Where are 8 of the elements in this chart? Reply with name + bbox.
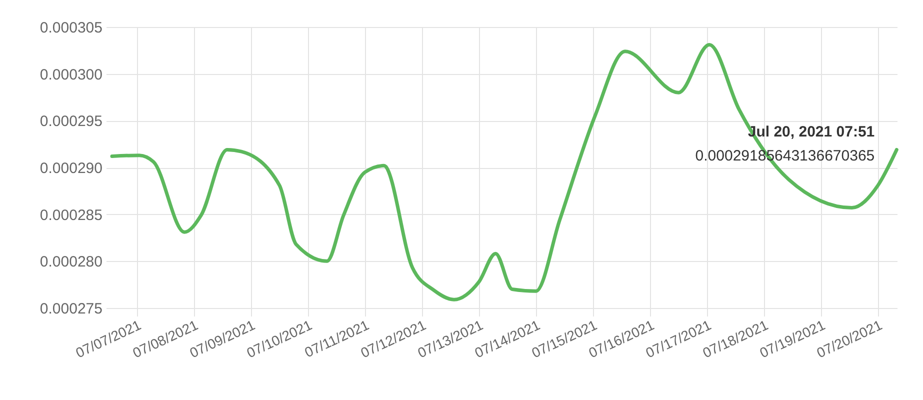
y-tick-label: 0.000285 [40, 206, 102, 224]
y-tick-label: 0.000275 [40, 300, 102, 318]
y-tick-label: 0.000305 [40, 20, 102, 36]
y-tick-label: 0.000300 [40, 66, 102, 84]
y-tick-label: 0.000295 [40, 113, 102, 130]
y-tick-label: 0.000280 [40, 254, 102, 271]
y-tick-label: 0.000290 [40, 160, 102, 177]
line-series [110, 43, 898, 302]
